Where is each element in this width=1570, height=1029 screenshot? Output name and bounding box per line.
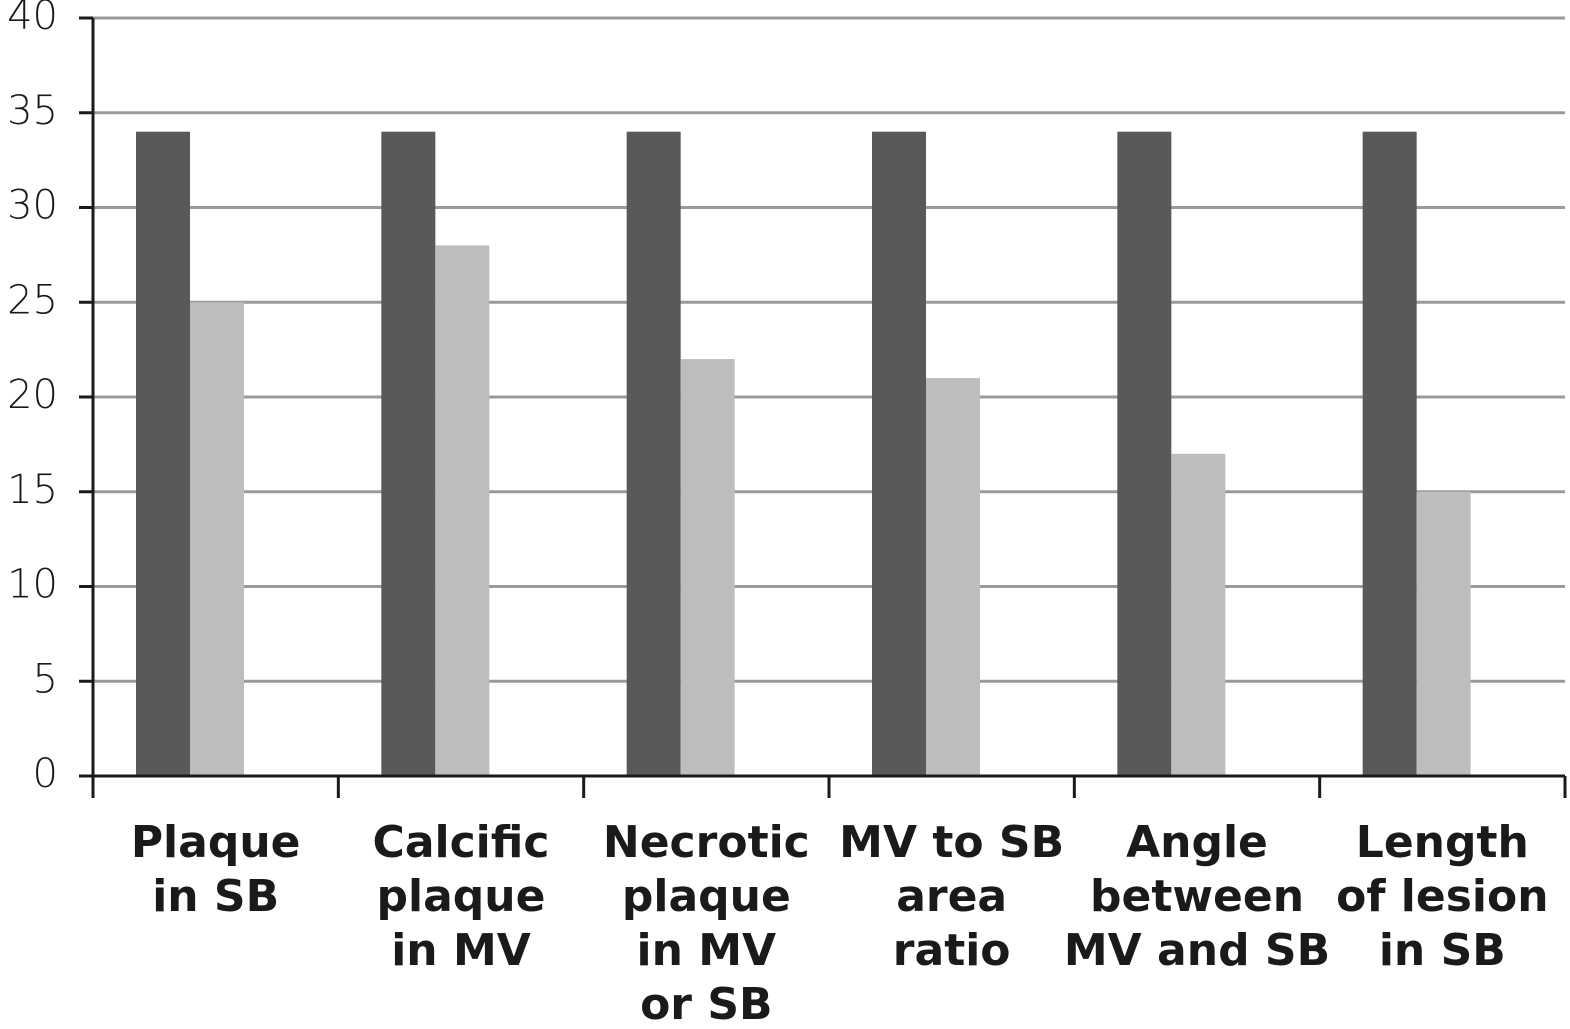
bar xyxy=(872,131,926,776)
bar xyxy=(136,131,190,776)
x-tick-label: Plaque xyxy=(131,817,301,868)
bar xyxy=(1117,131,1172,776)
x-tick-label: Calcific xyxy=(373,817,550,868)
x-tick-label: plaque xyxy=(377,871,546,922)
bar xyxy=(680,359,735,776)
x-tick-label: in SB xyxy=(152,871,279,922)
x-tick-label: Length xyxy=(1356,817,1529,868)
y-tick-label: 15 xyxy=(7,467,58,513)
bar xyxy=(926,378,980,776)
y-tick-label: 5 xyxy=(33,656,58,702)
x-tick-label: plaque xyxy=(622,871,791,922)
bar xyxy=(435,245,490,776)
x-tick-label: in SB xyxy=(1379,925,1506,976)
x-tick-label: MV and SB xyxy=(1064,925,1330,976)
bar xyxy=(1362,131,1417,776)
y-tick-label: 35 xyxy=(7,88,58,134)
x-tick-label: area xyxy=(896,871,1007,922)
x-tick-label: in MV xyxy=(391,925,531,976)
x-tick-label: Necrotic xyxy=(603,817,810,868)
bar xyxy=(381,131,436,776)
y-tick-label: 25 xyxy=(7,277,58,323)
bar xyxy=(190,302,244,776)
x-tick-label: MV to SB xyxy=(839,817,1064,868)
x-tick-label: in MV xyxy=(637,925,777,976)
y-tick-label: 30 xyxy=(7,183,58,229)
bar xyxy=(1171,453,1226,776)
y-tick-label: 40 xyxy=(7,0,58,39)
y-tick-label: 20 xyxy=(7,372,58,418)
x-tick-label: Angle xyxy=(1126,817,1268,868)
bar xyxy=(626,131,681,776)
x-tick-label: or SB xyxy=(640,979,772,1029)
x-tick-label: between xyxy=(1090,871,1304,922)
y-tick-label: 0 xyxy=(33,751,58,797)
y-tick-label: 10 xyxy=(7,562,58,608)
bar xyxy=(1416,491,1471,776)
x-tick-label: ratio xyxy=(893,925,1011,976)
x-tick-label: of lesion xyxy=(1336,871,1548,922)
